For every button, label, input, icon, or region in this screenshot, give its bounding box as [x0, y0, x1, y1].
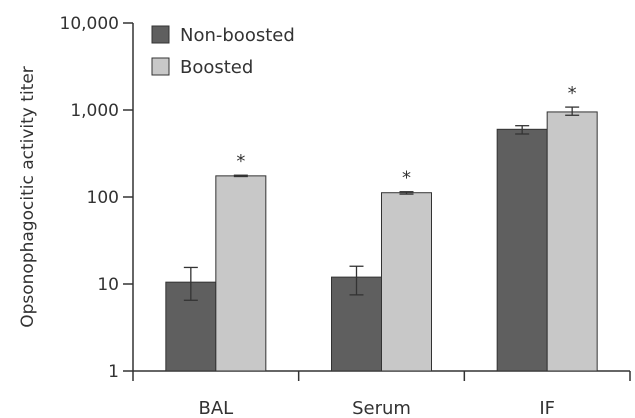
bars: * * *	[165, 83, 598, 372]
x-tick-label: BAL	[198, 398, 233, 418]
legend-label: Boosted	[180, 57, 253, 78]
x-tick-label: IF	[539, 398, 555, 418]
significance-marker: *	[236, 151, 245, 172]
y-tick-label: 10,000	[60, 14, 119, 34]
bar	[215, 175, 267, 372]
bar	[381, 192, 432, 372]
y-tick-label: 1,000	[70, 101, 119, 121]
x-tick-label: Serum	[352, 398, 411, 418]
legend-swatch	[151, 57, 170, 76]
axes: 1 10 100 1,000 10,000 BAL Serum IF	[60, 14, 631, 418]
legend-label: Non-boosted	[180, 25, 295, 46]
legend-swatch	[151, 25, 170, 44]
y-tick-label: 1	[108, 362, 119, 382]
significance-marker: *	[402, 168, 411, 189]
legend: Non-boosted Boosted	[151, 25, 295, 78]
significance-marker: *	[568, 83, 577, 104]
y-tick-label: 10	[97, 275, 119, 295]
y-axis-label: Opsonophagocitic activity titer	[18, 66, 38, 328]
bar	[496, 128, 548, 372]
bar	[546, 111, 598, 372]
y-tick-label: 100	[87, 188, 119, 208]
